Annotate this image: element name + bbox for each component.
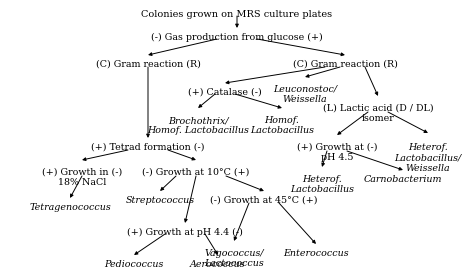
Text: (+) Growth in (-)
18% NaCl: (+) Growth in (-) 18% NaCl bbox=[42, 168, 122, 187]
Text: (L) Lactic acid (D / DL)
isomer: (L) Lactic acid (D / DL) isomer bbox=[323, 104, 433, 123]
Text: (+) Growth at pH 4.4 (-): (+) Growth at pH 4.4 (-) bbox=[127, 228, 243, 237]
Text: Streptococcus: Streptococcus bbox=[126, 196, 194, 205]
Text: Brochothrix/
Homof. Lactobacillus: Brochothrix/ Homof. Lactobacillus bbox=[147, 116, 249, 135]
Text: (C) Gram reaction (R): (C) Gram reaction (R) bbox=[292, 60, 397, 69]
Text: Aerococcus: Aerococcus bbox=[190, 260, 246, 269]
Text: Pediococcus: Pediococcus bbox=[104, 260, 164, 269]
Text: (+) Catalase (-): (+) Catalase (-) bbox=[188, 88, 262, 97]
Text: Carnobacterium: Carnobacterium bbox=[364, 175, 442, 184]
Text: (-) Growth at 45°C (+): (-) Growth at 45°C (+) bbox=[210, 196, 318, 205]
Text: Heterof.
Lactobacillus: Heterof. Lactobacillus bbox=[290, 175, 354, 194]
Text: (+) Tetrad formation (-): (+) Tetrad formation (-) bbox=[91, 143, 205, 152]
Text: (-) Growth at 10°C (+): (-) Growth at 10°C (+) bbox=[142, 168, 250, 177]
Text: Vagococcus/
Lactococcus: Vagococcus/ Lactococcus bbox=[204, 249, 264, 268]
Text: (-) Gas production from glucose (+): (-) Gas production from glucose (+) bbox=[151, 33, 323, 42]
Text: Colonies grown on MRS culture plates: Colonies grown on MRS culture plates bbox=[141, 10, 333, 19]
Text: (C) Gram reaction (R): (C) Gram reaction (R) bbox=[96, 60, 201, 69]
Text: Heterof.
Lactobacillus/
Weissella: Heterof. Lactobacillus/ Weissella bbox=[394, 143, 462, 173]
Text: Leuconostoc/
Weissella: Leuconostoc/ Weissella bbox=[273, 85, 337, 104]
Text: (+) Growth at (-)
pH 4.5: (+) Growth at (-) pH 4.5 bbox=[297, 143, 377, 162]
Text: Tetragenococcus: Tetragenococcus bbox=[29, 203, 111, 212]
Text: Enterococcus: Enterococcus bbox=[283, 249, 349, 258]
Text: Homof.
Lactobacillus: Homof. Lactobacillus bbox=[250, 116, 314, 135]
